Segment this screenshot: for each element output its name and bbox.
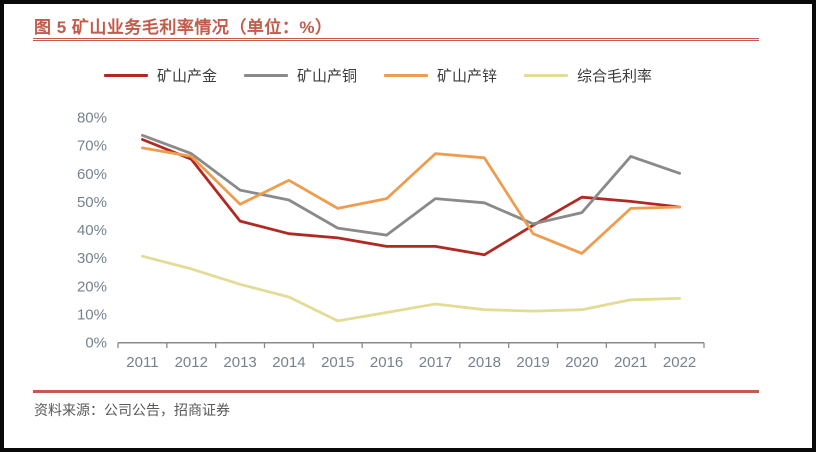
y-tick-label-4: 40% (77, 222, 107, 239)
y-tick-label-3: 30% (77, 250, 107, 267)
legend-item-1: 矿山产铜 (244, 65, 357, 86)
chart-title: 图 5 矿山业务毛利率情况（单位：%） (34, 18, 333, 37)
y-tick-label-1: 10% (77, 306, 107, 323)
footer-divider-rule (33, 390, 759, 393)
chart-legend: 矿山产金 矿山产铜 矿山产锌 综合毛利率 (104, 64, 652, 86)
source-note: 资料来源：公司公告，招商证券 (34, 402, 230, 418)
legend-label-2: 矿山产锌 (437, 67, 498, 85)
x-tick-label-7: 2018 (468, 354, 501, 371)
legend-item-2: 矿山产锌 (384, 65, 497, 86)
series-line-0 (140, 138, 681, 257)
y-tick-label-8: 80% (77, 110, 107, 127)
x-tick-label-1: 2012 (175, 354, 208, 371)
x-tick-label-9: 2020 (565, 354, 598, 371)
legend-swatch-2 (384, 73, 429, 77)
title-divider-rule (33, 38, 759, 41)
series-line-3 (140, 254, 681, 323)
x-tick-label-6: 2017 (419, 354, 452, 371)
y-tick-label-2: 20% (77, 278, 107, 295)
legend-label-0: 矿山产金 (157, 67, 218, 85)
legend-swatch-1 (244, 73, 289, 77)
line-chart: 0% 10% 20% 30% 40% 50% 60% 70% 80% 2011 2012 2013 20… (77, 110, 705, 371)
legend-label-1: 矿山产铜 (297, 67, 358, 85)
legend-swatch-0 (104, 73, 148, 77)
y-tick-label-5: 50% (77, 194, 107, 211)
x-tick-label-2: 2013 (223, 354, 256, 371)
y-tick-label-0: 0% (85, 335, 107, 352)
series-line-2 (140, 146, 681, 255)
x-tick-label-11: 2022 (663, 354, 696, 371)
x-tick-label-5: 2016 (370, 354, 403, 371)
legend-swatch-3 (524, 73, 569, 77)
x-tick-label-4: 2015 (321, 354, 354, 371)
x-tick-label-0: 2011 (126, 354, 158, 371)
y-tick-label-7: 70% (77, 138, 107, 155)
x-tick-label-3: 2014 (272, 354, 305, 371)
x-tick-label-10: 2021 (614, 354, 647, 371)
legend-label-3: 综合毛利率 (577, 67, 653, 85)
y-tick-label-6: 60% (77, 166, 107, 183)
series-line-1 (140, 133, 681, 237)
x-tick-label-8: 2019 (516, 354, 549, 371)
legend-item-3: 综合毛利率 (524, 65, 652, 86)
legend-item-0: 矿山产金 (104, 65, 217, 86)
